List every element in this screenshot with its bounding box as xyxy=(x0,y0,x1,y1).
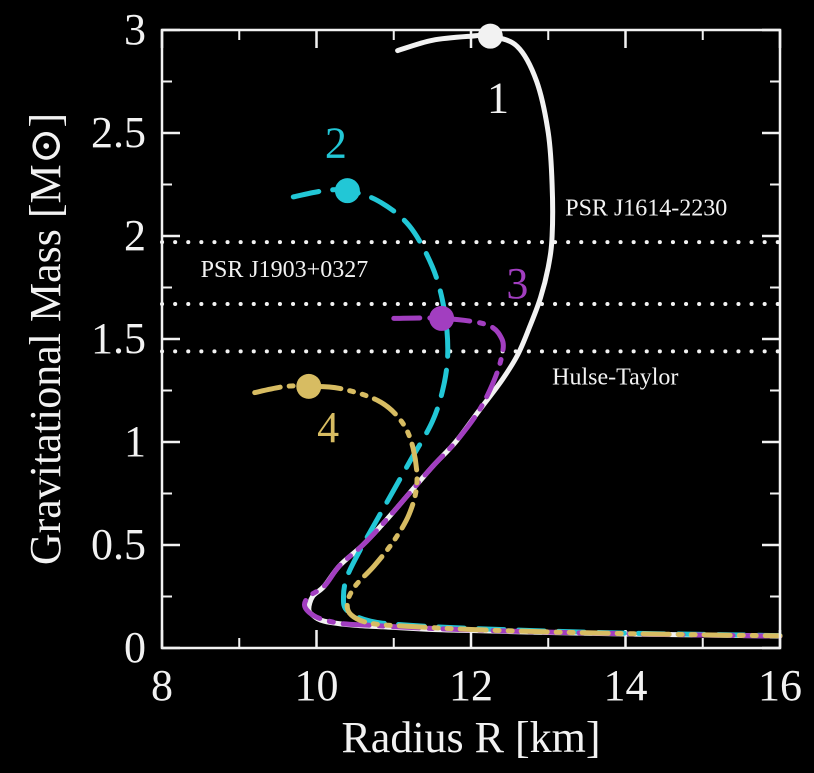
y-axis-label: Gravitational Mass [M⊙] xyxy=(21,113,70,565)
y-tick-label: 1.5 xyxy=(91,314,146,363)
reference-label-1: PSR J1614-2230 xyxy=(565,195,727,221)
y-tick-label: 2 xyxy=(124,211,146,260)
y-tick-label: 0 xyxy=(124,623,146,672)
x-tick-label: 8 xyxy=(151,661,173,710)
x-tick-label: 10 xyxy=(295,661,339,710)
y-tick-label: 2.5 xyxy=(91,108,146,157)
minor-ticks xyxy=(162,30,780,648)
curve-label-1: 1 xyxy=(487,73,509,122)
max-mass-marker-1 xyxy=(477,23,503,49)
plot-frame xyxy=(160,28,782,650)
x-tick-label: 16 xyxy=(758,661,802,710)
x-tick-label: 14 xyxy=(604,661,648,710)
reference-label-2: PSR J1903+0327 xyxy=(201,257,369,283)
curve-label-3: 3 xyxy=(506,259,528,308)
y-tick-label: 1 xyxy=(124,417,146,466)
series-line-4 xyxy=(252,383,783,639)
y-tick-label: 3 xyxy=(124,5,146,54)
x-axis-label: Radius R [km] xyxy=(341,713,600,762)
max-mass-marker-2 xyxy=(334,178,360,204)
max-mass-marker-4 xyxy=(296,373,322,399)
y-tick-label: 0.5 xyxy=(91,520,146,569)
reference-label-3: Hulse-Taylor xyxy=(552,364,678,390)
series-line-3 xyxy=(302,315,783,639)
curve-label-4: 4 xyxy=(317,403,339,452)
max-mass-marker-3 xyxy=(429,305,455,331)
x-tick-label: 12 xyxy=(449,661,493,710)
curve-label-2: 2 xyxy=(325,119,347,168)
